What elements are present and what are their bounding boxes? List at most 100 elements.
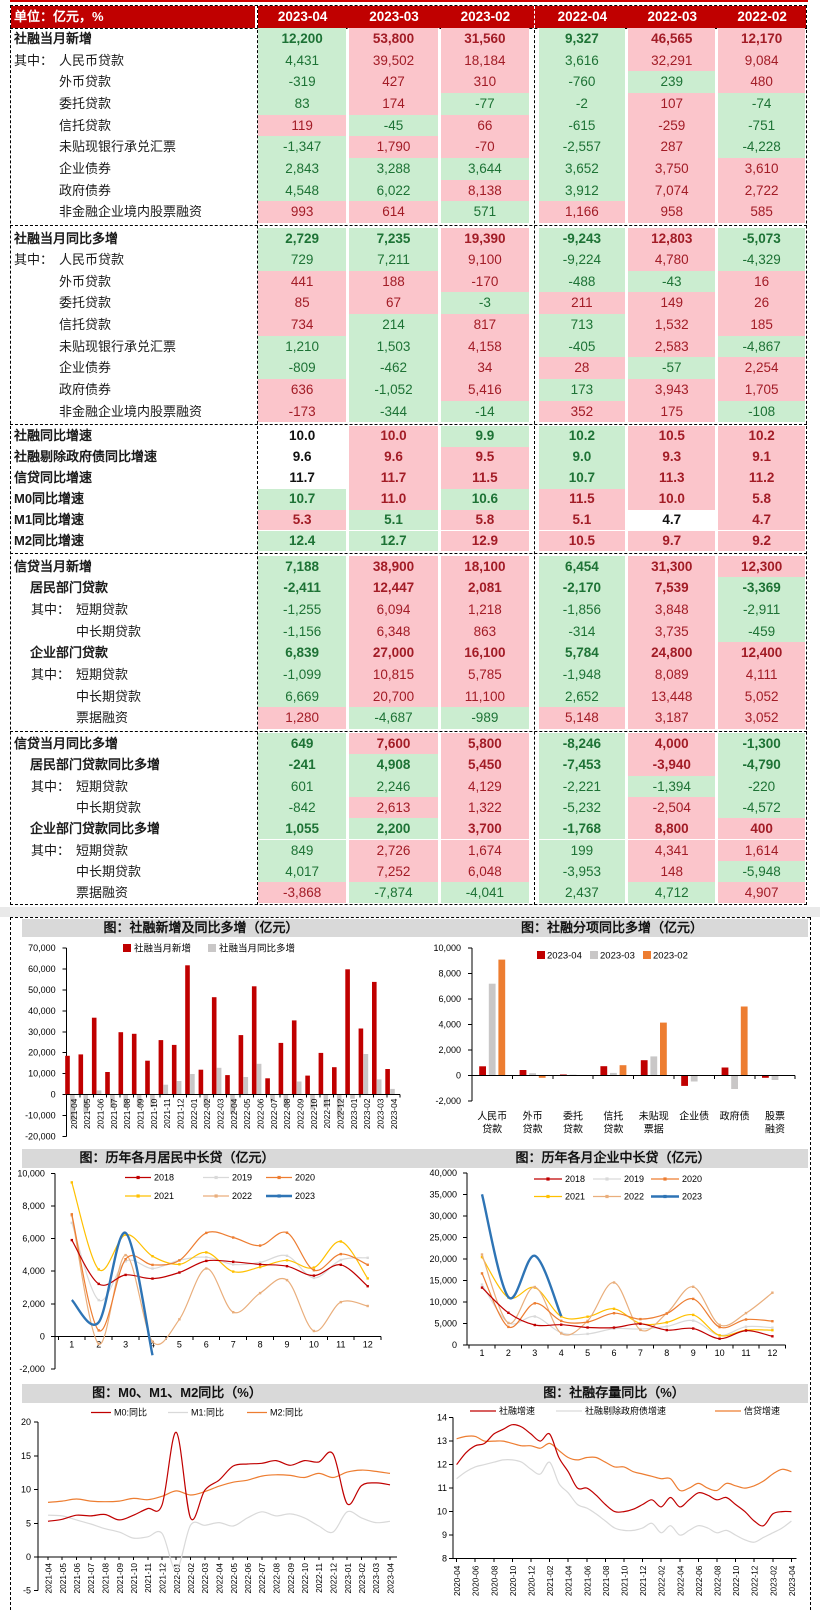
svg-text:2023-01: 2023-01 (349, 1098, 359, 1129)
svg-text:信贷增速: 信贷增速 (744, 1405, 780, 1416)
svg-text:8,000: 8,000 (22, 1201, 45, 1211)
svg-text:2021: 2021 (565, 1192, 585, 1202)
svg-text:6,000: 6,000 (438, 994, 461, 1004)
svg-text:10: 10 (715, 1348, 725, 1358)
svg-text:9: 9 (284, 1339, 289, 1349)
svg-text:社融当月同比多增: 社融当月同比多增 (219, 943, 295, 955)
svg-text:11: 11 (336, 1339, 345, 1349)
svg-text:2023-02: 2023-02 (768, 1565, 778, 1596)
svg-text:11: 11 (438, 1483, 447, 1493)
svg-text:10,000: 10,000 (433, 943, 461, 953)
svg-text:1: 1 (69, 1339, 74, 1349)
svg-text:2023: 2023 (295, 1191, 315, 1201)
svg-text:2022-08: 2022-08 (713, 1565, 723, 1596)
svg-text:-2,000: -2,000 (19, 1364, 45, 1374)
svg-text:未贴现: 未贴现 (639, 1110, 669, 1123)
svg-text:2022-09: 2022-09 (286, 1563, 296, 1594)
svg-text:票据: 票据 (644, 1123, 664, 1136)
svg-text:2022-11: 2022-11 (322, 1098, 332, 1128)
svg-text:信托: 信托 (603, 1110, 623, 1123)
svg-text:2020-08: 2020-08 (489, 1565, 499, 1596)
svg-text:社融当月新增: 社融当月新增 (134, 943, 191, 955)
svg-text:2021-05: 2021-05 (58, 1563, 68, 1594)
svg-text:2021-06: 2021-06 (582, 1565, 592, 1596)
svg-text:2022-07: 2022-07 (257, 1563, 267, 1594)
svg-text:2022-02: 2022-02 (202, 1098, 212, 1129)
svg-text:2021-10: 2021-10 (129, 1563, 139, 1594)
svg-text:2020-10: 2020-10 (508, 1565, 518, 1596)
svg-text:0: 0 (40, 1331, 45, 1341)
svg-text:2021-12: 2021-12 (638, 1565, 648, 1596)
svg-text:2022-12: 2022-12 (750, 1565, 760, 1596)
svg-text:2022-08: 2022-08 (272, 1563, 282, 1594)
svg-text:2023-04: 2023-04 (547, 951, 582, 962)
svg-text:2022-10: 2022-10 (300, 1563, 310, 1594)
svg-text:2023-03: 2023-03 (376, 1098, 386, 1129)
svg-text:15: 15 (21, 1451, 31, 1461)
svg-text:2022-10: 2022-10 (309, 1098, 319, 1129)
svg-text:9: 9 (442, 1530, 447, 1540)
svg-text:2021-07: 2021-07 (86, 1563, 96, 1594)
svg-text:4: 4 (559, 1348, 564, 1358)
svg-text:8,000: 8,000 (438, 969, 461, 979)
svg-text:2021-08: 2021-08 (122, 1098, 132, 1129)
svg-text:0: 0 (452, 1340, 457, 1350)
svg-text:2022-07: 2022-07 (269, 1098, 279, 1129)
svg-text:贷款: 贷款 (523, 1123, 543, 1136)
svg-text:10,000: 10,000 (28, 1069, 56, 1079)
svg-text:2022-06: 2022-06 (256, 1098, 266, 1129)
svg-text:M0:同比: M0:同比 (114, 1407, 147, 1418)
svg-text:2022-06: 2022-06 (694, 1565, 704, 1596)
svg-text:融资: 融资 (765, 1124, 785, 1136)
svg-text:10: 10 (21, 1485, 31, 1495)
svg-text:2022-02: 2022-02 (186, 1563, 196, 1594)
svg-text:2021-06: 2021-06 (72, 1563, 82, 1594)
svg-text:2022-03: 2022-03 (216, 1098, 226, 1129)
svg-text:贷款: 贷款 (563, 1123, 583, 1136)
svg-text:企业债: 企业债 (679, 1110, 709, 1123)
svg-text:2021-12: 2021-12 (176, 1098, 186, 1129)
svg-text:12: 12 (437, 1460, 447, 1470)
svg-text:2023-01: 2023-01 (343, 1563, 353, 1594)
svg-text:20: 20 (21, 1417, 31, 1427)
svg-text:M1:同比: M1:同比 (191, 1407, 224, 1418)
svg-text:2022-01: 2022-01 (189, 1098, 199, 1129)
svg-text:2021-09: 2021-09 (115, 1563, 125, 1594)
svg-text:2021-05: 2021-05 (82, 1098, 92, 1129)
svg-text:6: 6 (611, 1348, 616, 1358)
svg-text:50,000: 50,000 (28, 985, 56, 995)
svg-text:-5: -5 (23, 1586, 31, 1596)
svg-text:2023-02: 2023-02 (357, 1563, 367, 1594)
svg-text:2019: 2019 (624, 1174, 644, 1184)
svg-text:2019: 2019 (232, 1173, 252, 1183)
svg-text:9: 9 (691, 1348, 696, 1358)
svg-text:5: 5 (585, 1348, 590, 1358)
svg-text:M2:同比: M2:同比 (270, 1407, 303, 1418)
svg-text:2022-11: 2022-11 (314, 1563, 324, 1593)
svg-text:2021-10: 2021-10 (149, 1098, 159, 1129)
svg-text:11: 11 (741, 1348, 750, 1358)
svg-text:-10,000: -10,000 (25, 1111, 56, 1121)
svg-text:0: 0 (26, 1552, 31, 1562)
svg-text:20,000: 20,000 (28, 1048, 56, 1058)
svg-text:2022-12: 2022-12 (336, 1098, 346, 1129)
svg-text:贷款: 贷款 (603, 1123, 623, 1136)
svg-text:2023: 2023 (682, 1192, 702, 1202)
svg-text:2023-03: 2023-03 (600, 951, 635, 962)
svg-text:2023-04: 2023-04 (386, 1563, 396, 1594)
svg-text:2022-05: 2022-05 (242, 1098, 252, 1129)
svg-text:1: 1 (479, 1348, 484, 1358)
svg-text:2021-06: 2021-06 (96, 1098, 106, 1129)
svg-text:贷款: 贷款 (482, 1123, 502, 1136)
svg-text:2023-02: 2023-02 (362, 1098, 372, 1129)
svg-text:30,000: 30,000 (429, 1211, 457, 1221)
svg-text:10,000: 10,000 (17, 1168, 45, 1178)
svg-text:外币: 外币 (523, 1111, 543, 1123)
svg-text:2021-04: 2021-04 (44, 1563, 54, 1594)
svg-text:4,000: 4,000 (438, 1020, 461, 1030)
svg-text:6: 6 (204, 1339, 209, 1349)
svg-text:2021-08: 2021-08 (101, 1563, 111, 1594)
svg-text:2022-04: 2022-04 (215, 1563, 225, 1594)
svg-text:2022-04: 2022-04 (229, 1098, 239, 1129)
svg-text:25,000: 25,000 (429, 1232, 457, 1242)
